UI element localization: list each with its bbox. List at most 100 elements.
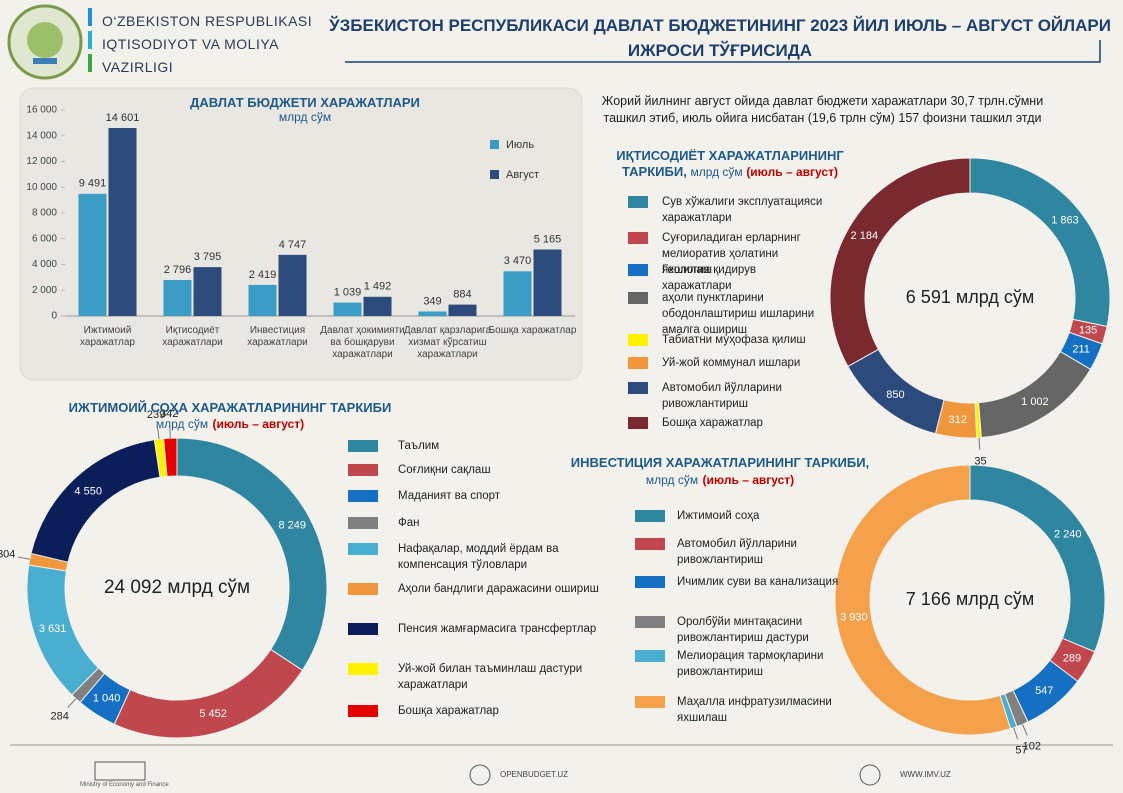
- legend-label: Суғориладиган ерларнинг мелиоратив ҳолат…: [662, 232, 801, 276]
- legend-label: Мелиорация тармоқларини ривожлантириш: [677, 650, 824, 678]
- legend-label: Бошқа харажатлар: [398, 705, 499, 717]
- bar: [333, 302, 362, 316]
- y-tick-label: 6 000: [32, 233, 57, 244]
- legend-swatch: [348, 464, 378, 476]
- ministry-name: O‘ZBEKISTON RESPUBLIKASI IQTISODIYOT VA …: [102, 10, 312, 79]
- value-label: 312: [948, 414, 966, 426]
- value-label: 304: [0, 549, 15, 561]
- legend-swatch: [628, 196, 648, 208]
- legend-label: Автомобил йўлларини ривожлантириш: [677, 538, 797, 566]
- leader-line: [1013, 727, 1019, 740]
- bar: [363, 296, 392, 316]
- globe-icon: [859, 764, 881, 786]
- value-label: 1 002: [1021, 396, 1049, 408]
- legend-label: Июль: [506, 139, 534, 151]
- ministry-logo: [94, 761, 146, 781]
- legend-label: Нафақалар, моддий ёрдам ва компенсация т…: [398, 543, 559, 571]
- legend-swatch: [628, 292, 648, 304]
- legend-label: Август: [506, 169, 539, 181]
- legend-swatch: [348, 623, 378, 635]
- legend-label: Автомобил йўлларини ривожлантириш: [662, 382, 782, 410]
- donut-slice: [176, 437, 328, 671]
- note: Жорий йилнинг август ойида давлат бюджет…: [601, 94, 1044, 125]
- value-label: 5 452: [199, 708, 227, 720]
- bar: [418, 311, 447, 316]
- donut-slice: [113, 648, 304, 739]
- title-line: ИЖРОСИ ТЎҒРИСИДА: [627, 41, 813, 60]
- donut-slice: [834, 464, 1012, 736]
- bar-green: [88, 54, 92, 72]
- bar: [193, 267, 222, 316]
- bar: [278, 254, 307, 316]
- chart-subtitle: млрд сўм: [278, 110, 332, 124]
- value-label: 3 930: [840, 612, 868, 624]
- legend-label: Пенсия жамғармасига трансфертлар: [398, 623, 597, 635]
- legend-label: Маҳалла инфратузилмасини яхшилаш: [677, 696, 832, 724]
- legend-swatch: [348, 663, 378, 675]
- y-tick-label: 2 000: [32, 285, 57, 296]
- value-label: 5 165: [534, 233, 562, 245]
- legend-swatch: [635, 538, 665, 550]
- legend-label: Оролбўйи минтақасини ривожлантириш дасту…: [677, 616, 809, 644]
- legend-label: Уй-жой коммунал ишлари: [662, 357, 801, 369]
- chart-title: ИЖТИМОИЙ СОҲА ХАРАЖАТЛАРИНИНГ ТАРКИБИ: [68, 400, 392, 415]
- value-label: 850: [886, 389, 904, 401]
- title-bracket: [345, 40, 1101, 63]
- donut-slice: [969, 464, 1106, 653]
- period: (июль – август): [702, 473, 795, 487]
- value-label: 239: [147, 409, 165, 421]
- bar: [108, 128, 137, 316]
- x-tick-label: Ижтимоий харажатлар: [80, 325, 135, 348]
- chart-subtitle: млрд сўм (июль – август): [570, 471, 870, 489]
- page-title: ЎЗБЕКИСТОН РЕСПУБЛИКАСИ ДАВЛАТ БЮДЖЕТИНИ…: [320, 13, 1120, 63]
- chart-title: ДАВЛАТ БЮДЖЕТИ ХАРАЖАТЛАРИ: [190, 95, 420, 110]
- bar-panel: [19, 87, 583, 381]
- globe-icon: [469, 764, 491, 786]
- y-tick-label: 16 000: [26, 105, 57, 116]
- emblem-ribbon: [33, 58, 57, 64]
- leader-line: [17, 556, 30, 560]
- legend-label: Геология қидирув харажатлари: [662, 264, 756, 292]
- legend-swatch: [628, 417, 648, 429]
- value-label: 884: [453, 289, 471, 301]
- period: (июль – август): [212, 417, 305, 431]
- leader-line: [169, 426, 171, 439]
- legend-swatch: [628, 232, 648, 244]
- legend-swatch: [628, 264, 648, 276]
- bar: [248, 284, 277, 316]
- footer-site: OPENBUDGET.UZ: [500, 770, 569, 779]
- legend-swatch: [635, 696, 665, 708]
- value-label: 2 240: [1054, 529, 1082, 541]
- value-label: 102: [1023, 740, 1041, 752]
- ministry-line: O‘ZBEKISTON RESPUBLIKASI: [102, 13, 313, 29]
- legend-label: Аҳоли бандлиги даражасини ошириш: [398, 583, 599, 595]
- legend-label: Ижтимоий соҳа: [677, 510, 760, 522]
- x-tick-label: Иқтисодиёт харажатлари: [162, 325, 223, 348]
- center-label: 7 166 млрд сўм: [906, 589, 1034, 609]
- emblem-sun: [27, 22, 63, 58]
- y-tick-label: 8 000: [32, 208, 57, 219]
- legend-swatch: [635, 576, 665, 588]
- legend-swatch: [348, 490, 378, 502]
- legend-swatch: [490, 140, 499, 149]
- value-label: 3 631: [39, 623, 67, 635]
- x-tick-label: Давлат ҳокимияти ва бошқаруви харажатлар…: [320, 325, 405, 360]
- value-label: 342: [160, 408, 178, 420]
- legend-swatch: [635, 616, 665, 628]
- legend-swatch: [628, 382, 648, 394]
- chart-title-block: ИҚТИСОДИЁТ ХАРАЖАТЛАРИНИНГ ТАРКИБИ, млрд…: [600, 148, 860, 180]
- y-tick-label: 4 000: [32, 259, 57, 270]
- legend-label: Уй-жой билан таъминлаш дастури харажатла…: [398, 663, 583, 691]
- unit: млрд сўм: [690, 165, 743, 179]
- legend-label: Таълим: [398, 440, 440, 452]
- value-label: 1 863: [1051, 215, 1079, 227]
- y-tick-label: 14 000: [26, 130, 57, 141]
- unit: млрд сўм: [155, 417, 209, 431]
- legend-swatch: [635, 650, 665, 662]
- donut-slice: [30, 439, 161, 563]
- donut-slice: [977, 350, 1092, 439]
- legend-swatch: [635, 510, 665, 522]
- value-label: 57: [1015, 744, 1027, 756]
- leader-line: [157, 427, 160, 440]
